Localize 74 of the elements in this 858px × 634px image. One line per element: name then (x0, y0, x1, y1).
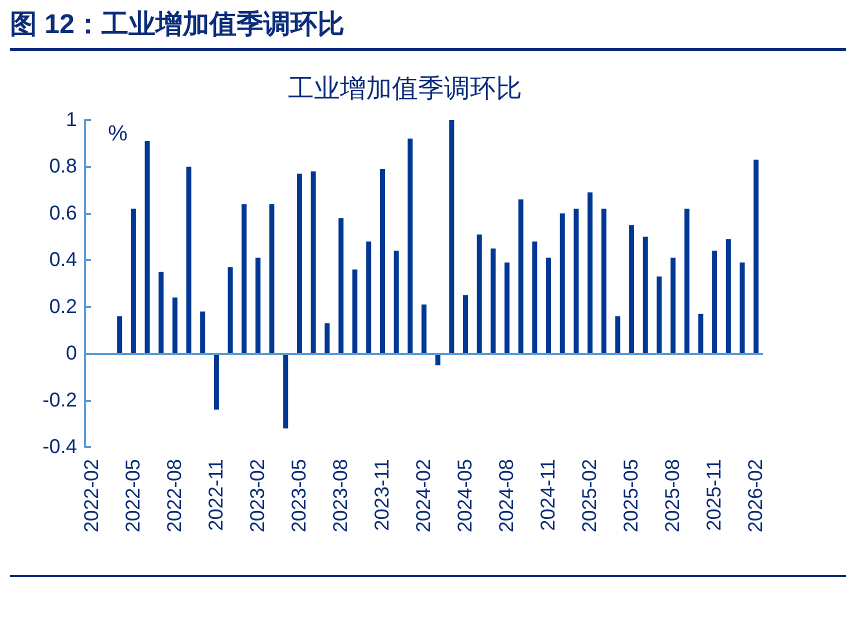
x-tick-label: 2025-05 (620, 459, 643, 532)
bar (200, 312, 206, 354)
x-tick-label: 2022-02 (80, 459, 103, 532)
bar (214, 354, 219, 410)
bar (422, 304, 426, 354)
bar (726, 239, 731, 354)
y-axis-title: % (108, 120, 128, 146)
bar (712, 250, 718, 354)
bar (130, 208, 136, 354)
bar (172, 298, 178, 354)
y-tick-label: -0.4 (42, 436, 77, 458)
y-tick-label: 0 (66, 342, 77, 365)
bar (574, 208, 579, 354)
bar (684, 208, 690, 354)
bar (186, 166, 192, 354)
y-tick-label: 0.8 (49, 156, 77, 178)
x-tick-label: 2023-02 (246, 459, 269, 532)
x-tick-label: 2024-02 (413, 459, 435, 532)
bar (228, 267, 233, 354)
x-tick-label: 2022-08 (164, 459, 186, 532)
bar (283, 354, 288, 428)
y-tick-label: 0.2 (49, 296, 77, 318)
x-tick-label: 2025-08 (662, 459, 684, 532)
bar (601, 208, 606, 354)
chart-subtitle: 工业增加值季调环比 (288, 73, 522, 103)
x-tick-label: 2023-08 (330, 459, 352, 532)
bar (310, 171, 316, 354)
bar (449, 120, 454, 354)
bar (740, 262, 745, 354)
bar (615, 316, 620, 354)
bar (117, 316, 122, 354)
bar (490, 248, 496, 354)
x-tick-label: 2025-11 (704, 459, 726, 531)
bar (380, 169, 385, 354)
bar (670, 258, 676, 354)
bar (408, 138, 413, 354)
bar (476, 234, 482, 354)
bar (269, 204, 274, 354)
y-tick-label: -0.2 (42, 389, 77, 412)
y-tick-label: 0.4 (49, 249, 77, 272)
bar (338, 218, 344, 354)
bar (629, 225, 634, 354)
bar (518, 199, 524, 354)
x-tick-label: 2022-11 (205, 459, 228, 531)
bar (394, 250, 399, 354)
bar (463, 295, 468, 354)
bar (588, 192, 593, 354)
bar (754, 160, 759, 354)
x-tick-label: 2024-11 (538, 459, 560, 531)
bar (532, 241, 538, 354)
bar (698, 314, 704, 354)
x-tick-label: 2026-02 (745, 459, 768, 532)
bar (504, 262, 510, 354)
x-tick-label: 2025-02 (579, 459, 602, 532)
bar (158, 272, 164, 354)
bar (324, 323, 330, 354)
x-tick-label: 2022-05 (122, 459, 144, 532)
y-tick-label: 1 (66, 109, 77, 131)
bar (656, 276, 662, 354)
bar (242, 204, 247, 354)
bar (560, 213, 565, 354)
x-tick-label: 2023-05 (288, 459, 310, 532)
y-tick-label: 0.6 (49, 202, 77, 224)
x-tick-label: 2023-11 (371, 459, 394, 531)
bar (546, 258, 552, 354)
bar (255, 258, 260, 354)
bar (642, 236, 648, 354)
bar (366, 241, 372, 354)
bar (296, 174, 302, 354)
bar (144, 141, 150, 354)
x-tick-label: 2024-05 (454, 459, 477, 532)
chart-title: 图 12：工业增加值季调环比 (10, 6, 846, 51)
x-tick-label: 2024-08 (496, 459, 518, 532)
bar (352, 269, 358, 354)
